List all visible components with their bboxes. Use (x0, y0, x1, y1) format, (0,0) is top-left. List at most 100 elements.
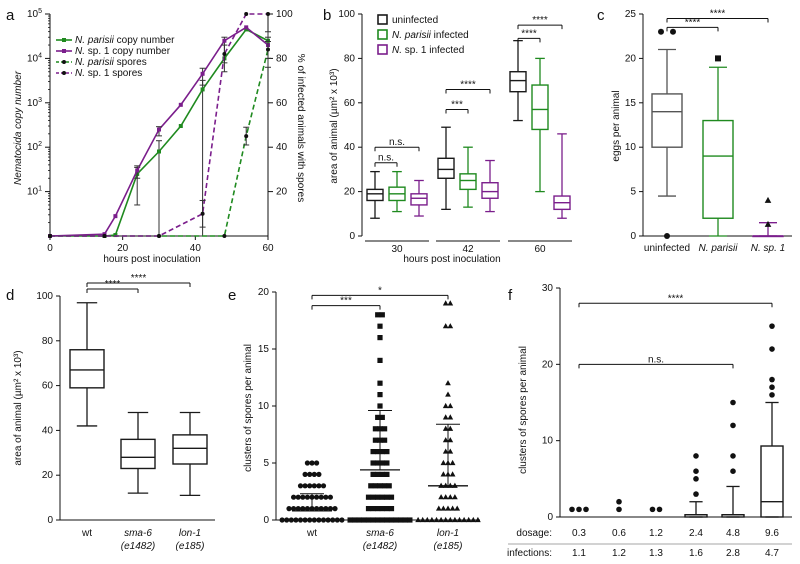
panel-e-point (442, 414, 449, 420)
panel-e-point (442, 425, 449, 431)
panel-b-ytick-label: 80 (344, 53, 356, 64)
panel-e-point (440, 459, 447, 466)
panel-a-point (102, 234, 107, 238)
panel-e-point (447, 425, 454, 431)
panel-f-outlier (616, 506, 622, 513)
panel-f-outlier (649, 506, 656, 513)
panel-f-outlier (769, 384, 775, 391)
panel-f-outlier (583, 506, 589, 513)
panel-a-point (244, 12, 249, 16)
panel-e-point (377, 335, 383, 341)
panel-e-point (372, 483, 378, 489)
panel-e-point (452, 516, 458, 523)
panel-e-point (316, 517, 322, 523)
panel-f-ytick-label: 10 (542, 436, 554, 447)
panel-e: e clusters of spores per animal 0 5 10 15 20… (228, 285, 481, 552)
panel-a-legend-marker (62, 38, 66, 42)
panel-e-point (449, 459, 456, 466)
panel-c-ytick-label: 15 (625, 98, 637, 109)
panel-a-y2tick-label: 20 (276, 187, 288, 198)
panel-f-dosage-value: 0.6 (612, 528, 626, 539)
panel-e-point (438, 516, 444, 523)
panel-e-point (435, 505, 442, 511)
panel-e-point (361, 517, 367, 523)
panel-e-point (372, 426, 378, 432)
panel-e-point (368, 483, 374, 489)
panel-e-point (291, 494, 297, 500)
panel-e-point (293, 517, 299, 523)
panel-f-ytick-label: 20 (542, 359, 554, 370)
panel-b: b hours post inoculation area of animal … (323, 7, 572, 265)
panel-a-y2tick-label: 100 (276, 9, 293, 20)
panel-f-ytick-label: 30 (542, 283, 554, 294)
panel-e-point (447, 300, 454, 306)
panel-e-ytick-label: 0 (263, 515, 269, 526)
panel-f-outlier (693, 453, 699, 459)
panel-b-box-box (509, 71, 527, 93)
panel-f-outlier (616, 498, 622, 505)
panel-e-point (393, 517, 399, 523)
panel-f-outlier (769, 323, 775, 329)
panel-d-category-label: wt (81, 528, 92, 539)
panel-e-point (449, 505, 456, 511)
panel-b-xlabel: hours post inoculation (403, 254, 500, 265)
panel-b-ytick-label: 0 (349, 231, 355, 242)
panel-b-box-box (437, 157, 455, 179)
panel-a-point (266, 12, 270, 16)
panel-e-point (314, 460, 320, 466)
panel-b-legend-label: uninfected (392, 15, 438, 26)
panel-a-point (113, 214, 118, 219)
panel-e-point (384, 517, 390, 523)
panel-d-category-label: lon-1 (179, 528, 201, 539)
panel-e-point (452, 494, 458, 500)
panel-f-ylabel: clusters of spores per animal (518, 346, 529, 474)
panel-e-point (447, 516, 454, 523)
panel-f-dosage-value: 9.6 (765, 528, 779, 539)
panel-e-point (447, 448, 454, 454)
panel-e-point (320, 483, 327, 489)
panel-e-point (375, 312, 381, 318)
panel-e-sig-label: * (378, 285, 382, 296)
panel-e-point (461, 516, 467, 523)
panel-e-point (356, 517, 362, 523)
panel-a-y2label: % of infected animals with spores (295, 54, 306, 202)
panel-b-box-box (459, 173, 477, 191)
panel-f-dosage-row-label: dosage: (516, 528, 552, 539)
panel-e-point (291, 506, 297, 512)
panel-a-point (200, 87, 205, 92)
panel-e-point (309, 460, 315, 466)
panel-c-ytick-label: 5 (630, 187, 636, 198)
panel-a-xlabel: hours post inoculation (103, 254, 200, 265)
panel-e-point (465, 516, 472, 523)
panel-f-box-box (760, 445, 784, 518)
panel-c-box-box (651, 93, 683, 148)
panel-a-point (135, 168, 140, 173)
panel-e-point (314, 506, 320, 512)
panel-e-point (304, 494, 310, 500)
panel-c-outlier (764, 196, 772, 203)
panel-e-point (370, 449, 376, 455)
panel-d-box-box (172, 434, 208, 465)
panel-b-sig-label: **** (521, 28, 537, 39)
panel-a-point (244, 25, 249, 30)
panel-e-point (307, 483, 313, 489)
panel-f-dosage-value: 0.3 (572, 528, 586, 539)
panel-e-point (447, 402, 454, 409)
panel-e-point (447, 494, 454, 500)
panel-f-outlier (693, 468, 699, 475)
panel-d-letter: d (6, 287, 14, 304)
panel-e-point (304, 460, 310, 466)
panel-d-box-box (120, 438, 156, 470)
panel-e-point (384, 494, 390, 500)
panel-e-point (456, 516, 463, 523)
panel-d-ylabel: area of animal (µm² x 10³) (13, 350, 24, 465)
panel-b-legend-swatch (377, 29, 388, 40)
panel-e-point (415, 516, 421, 523)
panel-e-point (295, 494, 301, 500)
panel-e-ytick-label: 15 (258, 344, 270, 355)
panel-e-point (433, 516, 440, 523)
panel-e-point (379, 460, 385, 466)
panel-e-point (454, 505, 461, 511)
panel-c-ytick-label: 20 (625, 53, 637, 64)
